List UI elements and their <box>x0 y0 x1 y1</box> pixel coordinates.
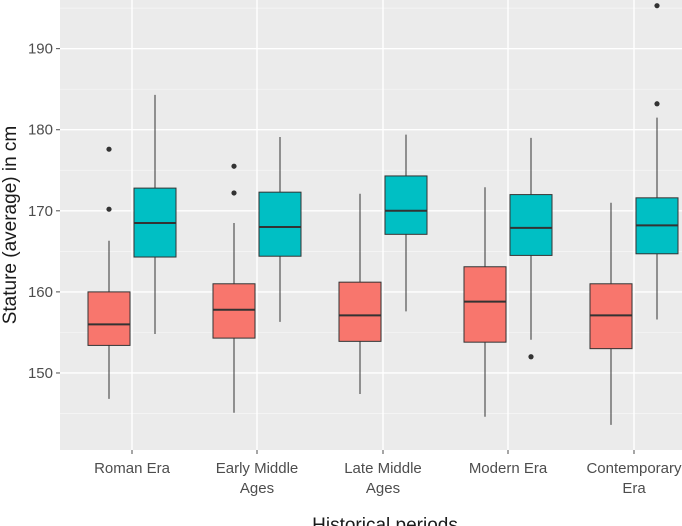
x-tick-label: Early Middle <box>216 460 299 477</box>
outlier-point <box>528 354 534 360</box>
axis-ticks <box>56 48 635 454</box>
y-axis-title: Stature (average) in cm <box>0 126 21 325</box>
outlier-point <box>654 3 660 9</box>
x-tick-labels: Roman Era Early Middle Ages Late Middle Ages… <box>94 460 682 497</box>
x-tick-label: Era <box>622 480 646 497</box>
x-tick-label: Roman Era <box>94 460 171 477</box>
box-iqr <box>87 291 131 346</box>
box-group <box>589 202 633 425</box>
box-iqr <box>338 281 382 342</box>
box-group <box>87 146 131 399</box>
boxes <box>87 3 679 425</box>
box-iqr <box>463 266 507 343</box>
x-tick-label: Ages <box>366 480 400 497</box>
box-group <box>133 94 177 335</box>
y-tick-label: 170 <box>28 203 53 220</box>
box-group <box>258 137 302 322</box>
y-tick-labels: 150 160 170 180 190 <box>28 41 53 382</box>
box-group <box>338 193 382 395</box>
outlier-point <box>231 190 237 196</box>
x-tick-label: Modern Era <box>469 460 548 477</box>
y-tick-label: 180 <box>28 122 53 139</box>
box-iqr <box>509 194 553 256</box>
box-group <box>384 134 428 312</box>
box-group <box>635 3 679 320</box>
x-tick-label: Contemporary <box>586 460 682 477</box>
y-tick-label: 150 <box>28 365 53 382</box>
y-tick-label: 160 <box>28 284 53 301</box>
y-tick-label: 190 <box>28 41 53 58</box>
box-group <box>509 137 553 360</box>
outlier-point <box>106 146 112 152</box>
outlier-point <box>231 163 237 169</box>
box-group <box>463 187 507 417</box>
box-iqr <box>258 191 302 257</box>
box-iqr <box>212 283 256 339</box>
outlier-point <box>654 101 660 107</box>
box-group <box>212 163 256 413</box>
x-tick-label: Late Middle <box>344 460 422 477</box>
x-tick-label: Ages <box>240 480 274 497</box>
box-iqr <box>384 175 428 235</box>
outlier-point <box>106 206 112 212</box>
x-axis-title: Historical periods <box>312 515 458 526</box>
